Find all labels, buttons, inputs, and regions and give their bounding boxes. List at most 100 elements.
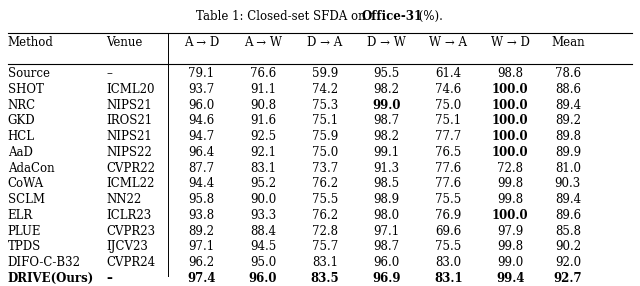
Text: 95.5: 95.5 bbox=[374, 67, 400, 80]
Text: –: – bbox=[106, 67, 113, 80]
Text: 99.8: 99.8 bbox=[497, 177, 524, 190]
Text: 100.0: 100.0 bbox=[492, 99, 529, 112]
Text: 95.2: 95.2 bbox=[250, 177, 276, 190]
Text: 88.4: 88.4 bbox=[250, 225, 276, 238]
Text: Venue: Venue bbox=[106, 36, 143, 49]
Text: ELR: ELR bbox=[8, 209, 33, 222]
Text: 89.2: 89.2 bbox=[188, 225, 214, 238]
Text: 100.0: 100.0 bbox=[492, 83, 529, 96]
Text: D → W: D → W bbox=[367, 36, 406, 49]
Text: AdaCon: AdaCon bbox=[8, 162, 54, 175]
Text: 98.5: 98.5 bbox=[374, 177, 400, 190]
Text: 93.3: 93.3 bbox=[250, 209, 276, 222]
Text: 94.5: 94.5 bbox=[250, 240, 276, 253]
Text: NIPS22: NIPS22 bbox=[106, 146, 152, 159]
Text: DIFO-C-B32: DIFO-C-B32 bbox=[8, 256, 81, 269]
Text: Mean: Mean bbox=[551, 36, 584, 49]
Text: NIPS21: NIPS21 bbox=[106, 130, 152, 143]
Text: CoWA: CoWA bbox=[8, 177, 44, 190]
Text: ICLR23: ICLR23 bbox=[106, 209, 152, 222]
Text: 73.7: 73.7 bbox=[312, 162, 338, 175]
Text: 99.0: 99.0 bbox=[497, 256, 524, 269]
Text: –: – bbox=[106, 272, 113, 285]
Text: 96.9: 96.9 bbox=[372, 272, 401, 285]
Text: 85.8: 85.8 bbox=[555, 225, 581, 238]
Text: A → D: A → D bbox=[184, 36, 219, 49]
Text: SCLM: SCLM bbox=[8, 193, 45, 206]
Text: 100.0: 100.0 bbox=[492, 209, 529, 222]
Text: 75.7: 75.7 bbox=[312, 240, 338, 253]
Text: NIPS21: NIPS21 bbox=[106, 99, 152, 112]
Text: ICML20: ICML20 bbox=[106, 83, 155, 96]
Text: 59.9: 59.9 bbox=[312, 67, 338, 80]
Text: 89.9: 89.9 bbox=[555, 146, 581, 159]
Text: 72.8: 72.8 bbox=[312, 225, 338, 238]
Text: 81.0: 81.0 bbox=[555, 162, 581, 175]
Text: 90.8: 90.8 bbox=[250, 99, 276, 112]
Text: 89.8: 89.8 bbox=[555, 130, 581, 143]
Text: PLUE: PLUE bbox=[8, 225, 41, 238]
Text: 75.1: 75.1 bbox=[435, 114, 461, 128]
Text: 98.2: 98.2 bbox=[374, 83, 400, 96]
Text: 75.1: 75.1 bbox=[312, 114, 338, 128]
Text: A → W: A → W bbox=[244, 36, 282, 49]
Text: 75.0: 75.0 bbox=[312, 146, 338, 159]
Text: 99.0: 99.0 bbox=[372, 99, 401, 112]
Text: 95.0: 95.0 bbox=[250, 256, 276, 269]
Text: W → D: W → D bbox=[491, 36, 530, 49]
Text: 92.7: 92.7 bbox=[554, 272, 582, 285]
Text: 96.2: 96.2 bbox=[188, 256, 214, 269]
Text: 98.2: 98.2 bbox=[374, 130, 400, 143]
Text: 100.0: 100.0 bbox=[492, 114, 529, 128]
Text: 96.4: 96.4 bbox=[188, 146, 214, 159]
Text: 76.5: 76.5 bbox=[435, 146, 461, 159]
Text: 83.0: 83.0 bbox=[435, 256, 461, 269]
Text: 90.2: 90.2 bbox=[555, 240, 581, 253]
Text: 100.0: 100.0 bbox=[492, 130, 529, 143]
Text: 92.1: 92.1 bbox=[250, 146, 276, 159]
Text: 91.3: 91.3 bbox=[374, 162, 400, 175]
Text: 83.1: 83.1 bbox=[312, 256, 338, 269]
Text: 75.5: 75.5 bbox=[435, 240, 461, 253]
Text: Table 1: Closed-set SFDA on: Table 1: Closed-set SFDA on bbox=[196, 10, 369, 23]
Text: 77.6: 77.6 bbox=[435, 162, 461, 175]
Text: 61.4: 61.4 bbox=[435, 67, 461, 80]
Text: 96.0: 96.0 bbox=[374, 256, 400, 269]
Text: 96.0: 96.0 bbox=[249, 272, 277, 285]
Text: 72.8: 72.8 bbox=[497, 162, 524, 175]
Text: 75.0: 75.0 bbox=[435, 99, 461, 112]
Text: 98.7: 98.7 bbox=[374, 240, 400, 253]
Text: 87.7: 87.7 bbox=[188, 162, 214, 175]
Text: 91.6: 91.6 bbox=[250, 114, 276, 128]
Text: 99.8: 99.8 bbox=[497, 240, 524, 253]
Text: 98.0: 98.0 bbox=[374, 209, 400, 222]
Text: 97.9: 97.9 bbox=[497, 225, 524, 238]
Text: 75.3: 75.3 bbox=[312, 99, 338, 112]
Text: 97.4: 97.4 bbox=[187, 272, 216, 285]
Text: CVPR23: CVPR23 bbox=[106, 225, 156, 238]
Text: GKD: GKD bbox=[8, 114, 35, 128]
Text: 93.8: 93.8 bbox=[188, 209, 214, 222]
Text: 99.8: 99.8 bbox=[497, 193, 524, 206]
Text: CVPR24: CVPR24 bbox=[106, 256, 156, 269]
Text: 98.9: 98.9 bbox=[374, 193, 400, 206]
Text: 74.2: 74.2 bbox=[312, 83, 338, 96]
Text: 76.2: 76.2 bbox=[312, 209, 338, 222]
Text: 89.6: 89.6 bbox=[555, 209, 581, 222]
Text: W → A: W → A bbox=[429, 36, 467, 49]
Text: D → A: D → A bbox=[307, 36, 342, 49]
Text: 92.5: 92.5 bbox=[250, 130, 276, 143]
Text: DRIVE(Ours): DRIVE(Ours) bbox=[8, 272, 94, 285]
Text: 83.1: 83.1 bbox=[434, 272, 463, 285]
Text: IJCV23: IJCV23 bbox=[106, 240, 148, 253]
Text: IROS21: IROS21 bbox=[106, 114, 153, 128]
Text: 94.7: 94.7 bbox=[188, 130, 214, 143]
Text: 76.9: 76.9 bbox=[435, 209, 461, 222]
Text: 89.4: 89.4 bbox=[555, 99, 581, 112]
Text: 99.4: 99.4 bbox=[496, 272, 525, 285]
Text: HCL: HCL bbox=[8, 130, 35, 143]
Text: SHOT: SHOT bbox=[8, 83, 44, 96]
Text: 69.6: 69.6 bbox=[435, 225, 461, 238]
Text: 75.5: 75.5 bbox=[435, 193, 461, 206]
Text: 77.6: 77.6 bbox=[435, 177, 461, 190]
